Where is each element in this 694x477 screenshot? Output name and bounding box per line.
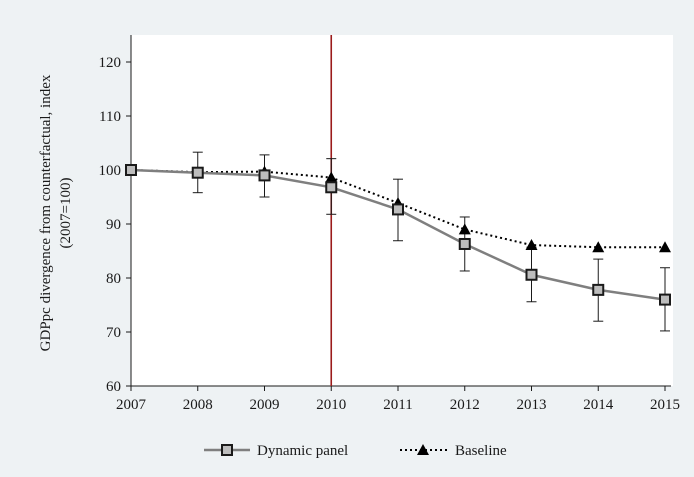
legend: Dynamic panel Baseline	[204, 443, 507, 459]
y-tick-label: 100	[99, 163, 122, 179]
y-tick-label: 120	[99, 55, 122, 71]
data-point-baseline	[458, 223, 471, 235]
data-point-dynamic-panel	[458, 237, 471, 250]
data-point-baseline	[325, 171, 338, 183]
y-axis-label: GDPpc divergence from counterfactual, in…	[38, 74, 74, 351]
data-point-dynamic-panel	[525, 268, 538, 281]
y-axis-label-line1: GDPpc divergence from counterfactual, in…	[38, 74, 54, 351]
legend-item-baseline: Baseline	[400, 443, 507, 459]
legend-marker-triangle	[417, 444, 429, 455]
x-tick-label: 2009	[250, 397, 280, 413]
x-tick-label: 2012	[450, 397, 480, 413]
data-point-baseline	[525, 239, 538, 251]
data-point-dynamic-panel	[258, 169, 271, 182]
y-tick-label: 70	[106, 325, 121, 341]
data-point-baseline	[592, 241, 605, 253]
data-point-dynamic-panel	[659, 293, 671, 306]
x-tick-label: 2011	[383, 397, 412, 413]
legend-marker-square	[221, 444, 233, 456]
y-tick-label: 90	[106, 217, 121, 233]
data-point-dynamic-panel	[592, 283, 605, 296]
data-point-dynamic-panel	[125, 164, 137, 176]
plot-area: 60 70 80 90 100 110 120 2007 2008 2009 2010 2011 201…	[99, 35, 680, 413]
x-tick-label: 2015	[650, 397, 680, 413]
data-point-dynamic-panel	[191, 166, 204, 179]
legend-label-dynamic-panel: Dynamic panel	[257, 443, 348, 459]
data-point-dynamic-panel	[392, 203, 404, 216]
y-tick-label: 60	[106, 379, 121, 395]
y-tick-label: 80	[106, 271, 121, 287]
x-tick-label: 2010	[316, 397, 346, 413]
x-tick-label: 2014	[583, 397, 614, 413]
x-tick-label: 2007	[116, 397, 147, 413]
data-point-dynamic-panel	[325, 181, 338, 194]
x-tick-label: 2013	[517, 397, 547, 413]
y-tick-label: 110	[99, 109, 121, 125]
legend-label-baseline: Baseline	[455, 443, 507, 459]
data-point-baseline	[659, 241, 671, 253]
x-tick-label: 2008	[183, 397, 213, 413]
y-axis-label-line2: (2007=100)	[58, 178, 74, 249]
legend-item-dynamic-panel: Dynamic panel	[204, 443, 348, 459]
